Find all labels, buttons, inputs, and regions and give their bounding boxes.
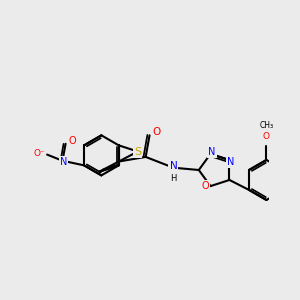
Text: O: O bbox=[153, 127, 161, 137]
Text: O: O bbox=[69, 136, 76, 146]
Text: O: O bbox=[263, 132, 270, 141]
Text: N: N bbox=[208, 147, 216, 158]
Text: N: N bbox=[227, 157, 235, 166]
Text: S: S bbox=[134, 146, 141, 157]
Text: N: N bbox=[60, 157, 67, 167]
Text: H: H bbox=[170, 174, 177, 183]
Text: CH₃: CH₃ bbox=[260, 121, 274, 130]
Text: O: O bbox=[201, 181, 209, 191]
Text: N: N bbox=[169, 161, 177, 171]
Text: O⁻: O⁻ bbox=[33, 148, 45, 158]
